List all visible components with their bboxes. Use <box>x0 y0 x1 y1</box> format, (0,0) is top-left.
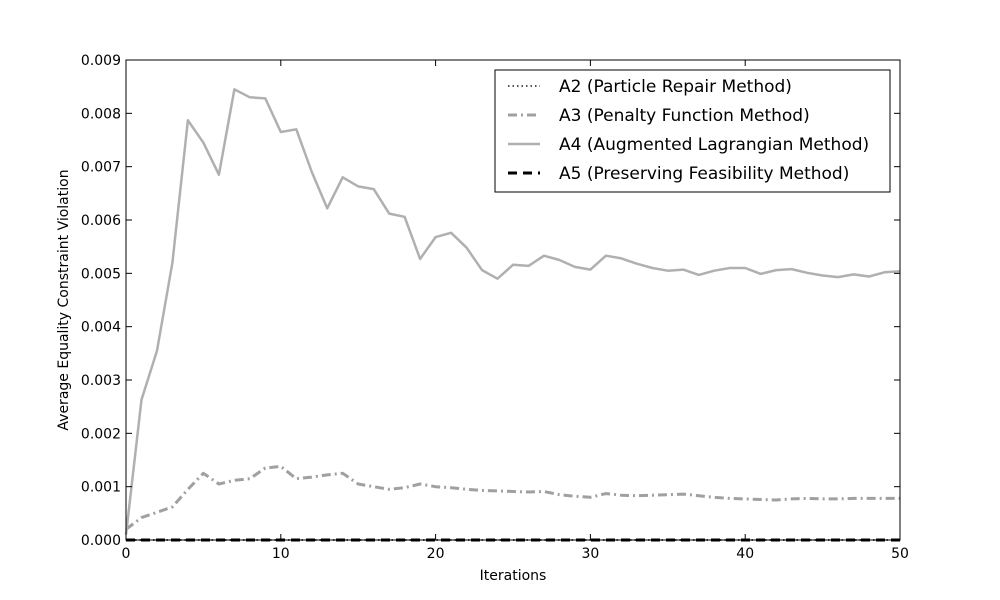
y-tick-label-2: 0.002 <box>81 426 121 442</box>
legend-box <box>494 69 891 193</box>
x-ticks: 0 10 20 30 40 50 <box>122 60 909 562</box>
y-tick-label-0: 0.000 <box>81 533 121 549</box>
series-line-a3 <box>125 464 900 531</box>
legend: A2 (Particle Repair Method) A3 (Penalty … <box>494 69 891 193</box>
x-tick-label-10: 10 <box>272 546 290 562</box>
x-tick-label-0: 0 <box>122 546 131 562</box>
x-tick-label-40: 40 <box>736 546 754 562</box>
y-tick-label-7: 0.007 <box>81 160 121 176</box>
y-tick-label-8: 0.008 <box>81 106 121 122</box>
plot-frame <box>125 59 901 541</box>
legend-label-a2: A2 (Particle Repair Method) <box>559 77 792 97</box>
x-axis-label: Iterations <box>480 568 547 584</box>
y-tick-label-1: 0.001 <box>81 480 121 496</box>
x-tick-label-20: 20 <box>427 546 445 562</box>
y-tick-label-6: 0.006 <box>81 213 121 229</box>
y-tick-label-5: 0.005 <box>81 266 121 282</box>
x-tick-label-50: 50 <box>891 546 909 562</box>
y-ticks: 0.000 0.001 0.002 0.003 0.004 0.005 0.006 0.007… <box>81 53 900 549</box>
y-axis-label: Average Equality Constraint Violation <box>56 169 72 430</box>
series-line-a4 <box>124 88 901 535</box>
y-tick-label-3: 0.003 <box>81 373 121 389</box>
legend-label-a5: A5 (Preserving Feasibility Method) <box>559 164 849 184</box>
legend-label-a3: A3 (Penalty Function Method) <box>559 106 810 126</box>
y-tick-label-4: 0.004 <box>81 320 121 336</box>
x-tick-label-30: 30 <box>581 546 599 562</box>
y-tick-label-9: 0.009 <box>81 53 121 69</box>
legend-label-a4: A4 (Augmented Lagrangian Method) <box>559 135 869 155</box>
